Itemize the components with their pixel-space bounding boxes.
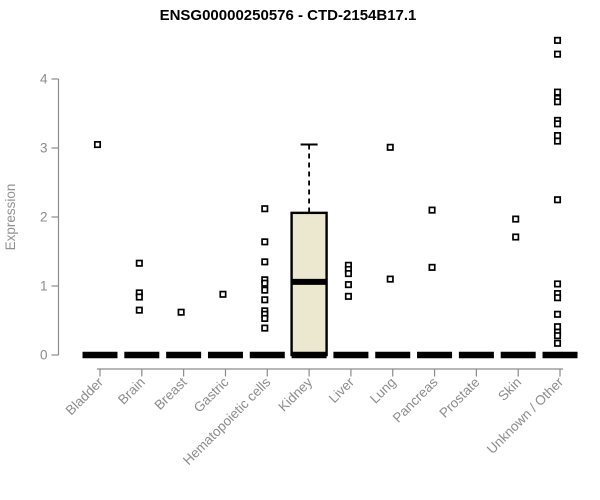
outlier-point-hematopoietic-cells (261, 238, 269, 246)
x-tick-label-liver: Liver (326, 374, 358, 406)
zero-bar-unknown-other (542, 351, 578, 359)
x-tick-label-skin: Skin (495, 375, 524, 404)
outlier-point-liver (344, 270, 352, 278)
outlier-point-breast (177, 308, 185, 316)
zero-bar-pancreas (417, 351, 453, 359)
y-axis-label: Expression (3, 184, 18, 251)
outlier-point-hematopoietic-cells (261, 296, 269, 304)
outlier-point-brain (135, 293, 143, 301)
outlier-point-pancreas (428, 263, 436, 271)
outlier-point-unknown-other (553, 294, 562, 302)
zero-bar-gastric (207, 351, 243, 359)
outlier-point-hematopoietic-cells (261, 258, 269, 266)
zero-bar-bladder (82, 351, 118, 359)
x-tick-label-pancreas: Pancreas (390, 374, 441, 425)
outlier-point-hematopoietic-cells (261, 279, 269, 287)
y-tick-label-0: 0 (40, 348, 48, 363)
outlier-point-brain (135, 259, 143, 267)
outlier-point-pancreas (428, 206, 436, 214)
y-tick-label-2: 2 (40, 210, 48, 225)
outlier-point-unknown-other (553, 137, 562, 145)
outlier-point-liver (344, 292, 352, 300)
x-tick-label-prostate: Prostate (436, 375, 482, 421)
outlier-point-lung (386, 275, 394, 283)
outlier-point-unknown-other (553, 323, 562, 331)
x-tick-label-brain: Brain (115, 375, 148, 408)
y-tick-label-4: 4 (40, 72, 48, 87)
x-tick-label-gastric: Gastric (191, 374, 232, 415)
zero-bar-hematopoietic-cells (249, 351, 285, 359)
outlier-point-unknown-other (553, 339, 562, 347)
outlier-point-gastric (219, 290, 227, 298)
zero-bar-lung (375, 351, 411, 359)
outlier-point-unknown-other (553, 88, 562, 96)
outlier-point-unknown-other (553, 280, 562, 288)
outlier-point-bladder (93, 141, 102, 149)
chart-title: ENSG00000250576 - CTD-2154B17.1 (160, 7, 417, 24)
outlier-point-brain (135, 306, 143, 314)
y-tick-label-3: 3 (40, 141, 48, 156)
outlier-point-hematopoietic-cells (261, 286, 269, 294)
zero-bar-breast (166, 351, 202, 359)
outlier-point-hematopoietic-cells (261, 324, 269, 332)
outlier-point-unknown-other (553, 36, 562, 44)
x-tick-label-kidney: Kidney (275, 374, 315, 414)
outlier-point-liver (344, 281, 352, 289)
outlier-point-unknown-other (553, 50, 562, 58)
x-tick-label-lung: Lung (367, 375, 399, 407)
outlier-point-skin (512, 233, 520, 241)
zero-bar-brain (124, 351, 160, 359)
outlier-point-skin (512, 215, 520, 223)
outlier-point-hematopoietic-cells (261, 314, 269, 322)
x-tick-label-bladder: Bladder (63, 374, 107, 418)
outlier-point-lung (386, 143, 394, 151)
zero-bar-prostate (458, 351, 494, 359)
outlier-point-unknown-other (553, 310, 562, 318)
outlier-point-unknown-other (553, 98, 562, 106)
outlier-point-unknown-other (553, 332, 562, 340)
zero-bar-skin (500, 351, 536, 359)
zero-bar-liver (333, 351, 369, 359)
x-tick-label-unknown-other: Unknown / Other (484, 374, 567, 457)
x-tick-label-breast: Breast (152, 374, 190, 412)
y-tick-label-1: 1 (40, 279, 48, 294)
outlier-point-unknown-other (553, 132, 562, 140)
outlier-point-hematopoietic-cells (261, 205, 269, 213)
outlier-point-unknown-other (553, 196, 562, 204)
outlier-point-unknown-other (553, 120, 562, 128)
lower-edge-kidney (291, 351, 327, 359)
median-line-kidney (291, 278, 327, 285)
